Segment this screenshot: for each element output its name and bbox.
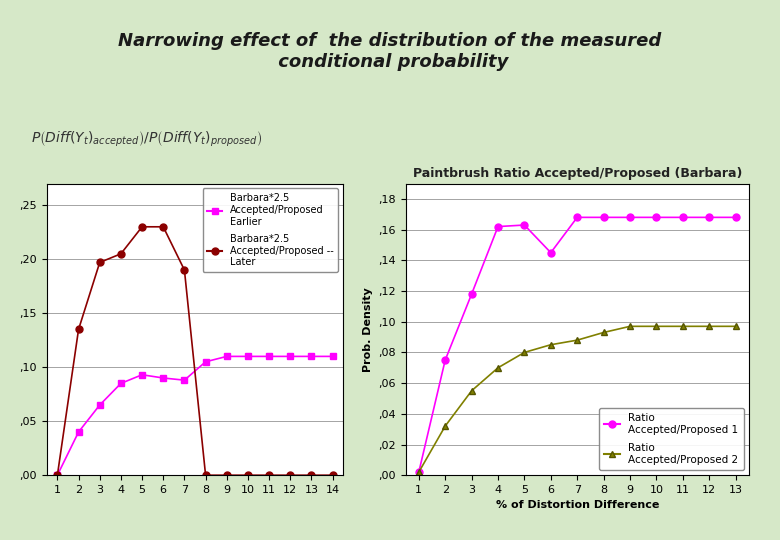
Legend: Ratio
Accepted/Proposed 1, Ratio
Accepted/Proposed 2: Ratio Accepted/Proposed 1, Ratio Accepte… xyxy=(599,408,743,470)
Legend: Barbara*2.5
Accepted/Proposed
Earlier, Barbara*2.5
Accepted/Proposed --
Later: Barbara*2.5 Accepted/Proposed Earlier, B… xyxy=(203,188,339,272)
X-axis label: % of Distortion Difference: % of Distortion Difference xyxy=(495,501,659,510)
Title: Paintbrush Ratio Accepted/Proposed (Barbara): Paintbrush Ratio Accepted/Proposed (Barb… xyxy=(413,167,742,180)
Y-axis label: Prob. Density: Prob. Density xyxy=(363,287,373,372)
Text: Narrowing effect of  the distribution of the measured
 conditional probability: Narrowing effect of the distribution of … xyxy=(119,32,661,71)
Text: $P\left(Diff(Y_t)_{accepted}\right)/ P\left(Diff(Y_t)_{proposed}\right)$: $P\left(Diff(Y_t)_{accepted}\right)/ P\l… xyxy=(31,130,262,149)
